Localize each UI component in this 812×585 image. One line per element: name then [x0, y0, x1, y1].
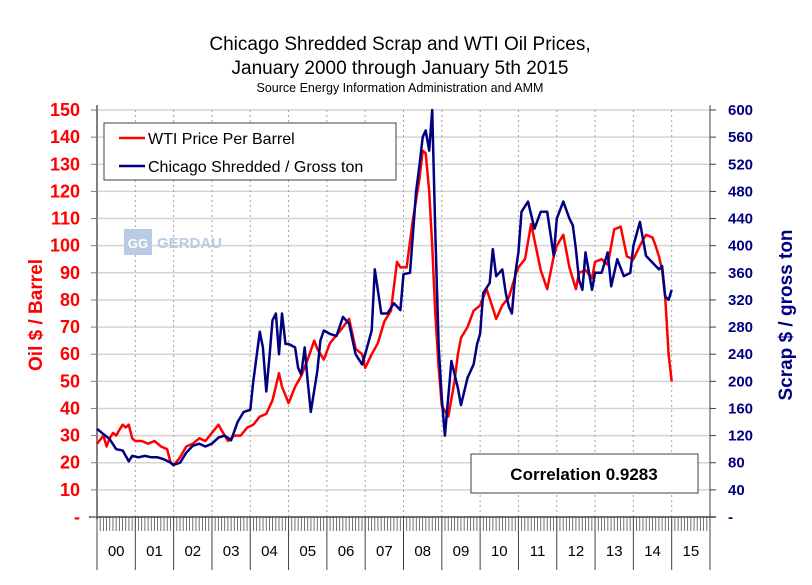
- tick-label-left: 70: [60, 317, 80, 337]
- tick-label-left: 120: [50, 181, 80, 201]
- x-axis-ticks: 00 01 02 03 04 05 06 07 08 09 10 11 12 13 14 15: [96, 517, 711, 570]
- legend-label-wti: WTI Price Per Barrel: [148, 131, 295, 148]
- tick-label-right: 360: [728, 265, 753, 282]
- tick-label-right: -: [728, 509, 733, 526]
- tick-label-right: 600: [728, 102, 753, 119]
- tick-label-right: 240: [728, 346, 753, 363]
- gerdau-logo-text: GERDAU: [157, 235, 222, 252]
- tick-label-x: 02: [184, 543, 201, 560]
- chart-subtitle: Source Energy Information Administration…: [257, 81, 544, 95]
- tick-label-left: 140: [50, 127, 80, 147]
- tick-label-x: 11: [530, 543, 546, 560]
- right-axis-ticks: - 40 80 120 160 200 240 280 320 360 400 440 480 520 56…: [710, 102, 753, 526]
- tick-label-right: 520: [728, 156, 753, 173]
- tick-label-right: 440: [728, 211, 753, 228]
- tick-label-right: 80: [728, 455, 745, 472]
- tick-label-x: 12: [568, 543, 585, 560]
- legend-box: [103, 122, 397, 181]
- gerdau-logo-mark: [124, 229, 152, 255]
- tick-label-right: 280: [728, 319, 753, 336]
- tick-label-left: 130: [50, 154, 80, 174]
- tick-label-x: 03: [223, 543, 240, 560]
- tick-label-x: 09: [453, 543, 470, 560]
- tick-label-x: 04: [261, 543, 278, 560]
- correlation-annotation: Correlation 0.9283: [470, 453, 699, 494]
- series-lines: [96, 108, 673, 467]
- chart-title-line2: January 2000 through January 5th 2015: [232, 58, 569, 79]
- gerdau-logo-glyph: GG: [128, 236, 148, 251]
- tick-label-left: 40: [60, 398, 80, 418]
- tick-label-right: 480: [728, 183, 753, 200]
- gerdau-logo: GG GERDAU: [124, 229, 222, 255]
- tick-label-left: 30: [60, 426, 80, 446]
- tick-label-right: 40: [728, 482, 745, 499]
- tick-label-x: 08: [414, 543, 431, 560]
- tick-label-left: 110: [51, 209, 80, 229]
- tick-label-right: 560: [728, 129, 753, 146]
- tick-label-x: 14: [644, 543, 661, 560]
- tick-label-x: 05: [299, 543, 316, 560]
- y-axis-label-right: Scrap $ / gross ton: [776, 229, 797, 400]
- tick-label-left: 50: [60, 371, 80, 391]
- legend-label-scrap: Chicago Shredded / Gross ton: [148, 159, 363, 176]
- tick-label-x: 15: [683, 543, 700, 560]
- tick-label-left: 10: [60, 480, 80, 500]
- tick-label-right: 200: [728, 373, 753, 390]
- correlation-box: [470, 453, 699, 494]
- tick-label-x: 10: [491, 543, 508, 560]
- tick-label-right: 400: [728, 238, 753, 255]
- y-axis-label-left: Oil $ / Barrel: [26, 259, 47, 371]
- legend: WTI Price Per Barrel Chicago Shredded / …: [103, 122, 397, 181]
- tick-label-x: 07: [376, 543, 393, 560]
- tick-label-left: 60: [60, 344, 80, 364]
- left-axis-ticks: - 10 20 30 40 50 60 70 80 90 100 110 120 130 140 150: [50, 100, 97, 527]
- tick-label-left: 20: [60, 453, 80, 473]
- tick-label-x: 06: [338, 543, 355, 560]
- series-line-scrap: [96, 108, 673, 467]
- tick-label-left: 150: [50, 100, 80, 120]
- tick-label-right: 160: [728, 400, 753, 417]
- tick-label-right: 320: [728, 292, 753, 309]
- tick-label-left: 90: [60, 263, 80, 283]
- tick-label-left: 100: [50, 236, 80, 256]
- chart-title: Chicago Shredded Scrap and WTI Oil Price…: [209, 34, 590, 55]
- tick-label-x: 00: [108, 543, 125, 560]
- correlation-text: Correlation 0.9283: [510, 465, 657, 484]
- axes: [89, 105, 716, 519]
- tick-label-left: 80: [60, 290, 80, 310]
- tick-label-x: 01: [146, 543, 163, 560]
- tick-label-left: -: [74, 507, 80, 527]
- tick-label-x: 13: [606, 543, 623, 560]
- tick-label-right: 120: [728, 428, 753, 445]
